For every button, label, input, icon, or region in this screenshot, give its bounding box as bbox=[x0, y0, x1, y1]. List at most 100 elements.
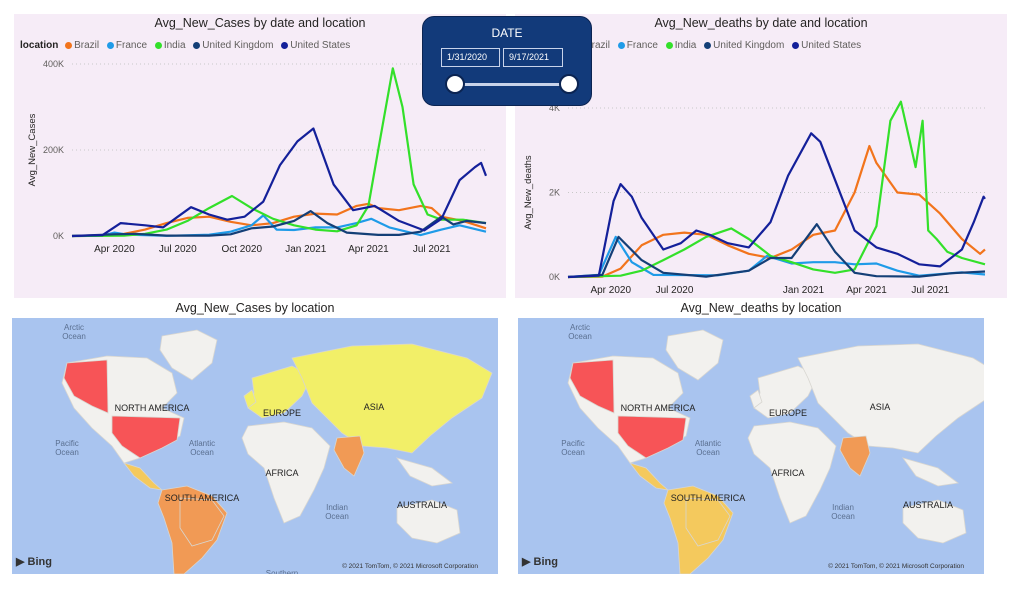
land-asia bbox=[797, 343, 984, 454]
map-label-north-america: NORTH AMERICA bbox=[115, 403, 190, 413]
y-tick-label: 400K bbox=[43, 59, 64, 69]
end-date-input[interactable]: 9/17/2021 bbox=[503, 48, 563, 67]
y-axis-label: Avg_New_Cases bbox=[27, 113, 38, 186]
map-label-indian: Indian Ocean bbox=[325, 503, 349, 521]
land-seAsia bbox=[901, 457, 960, 487]
cases-map-visual[interactable]: Avg_New_Cases by location Arctic Ocean Pac… bbox=[12, 298, 498, 576]
slicer-end-handle[interactable] bbox=[559, 74, 579, 94]
legend-item-label: India bbox=[674, 40, 697, 51]
deaths-line-chart[interactable]: Avg_New_deaths by date and location Braz… bbox=[515, 14, 1007, 298]
map-label-africa: AFRICA bbox=[265, 468, 298, 478]
legend-item-label: France bbox=[115, 40, 148, 51]
start-date-input[interactable]: 1/31/2020 bbox=[441, 48, 500, 67]
series-line-india[interactable] bbox=[567, 100, 986, 279]
x-tick-label: Apr 2020 bbox=[590, 285, 631, 296]
map-label-north-america: NORTH AMERICA bbox=[621, 403, 696, 413]
bing-logo: ▶ Bing bbox=[522, 555, 558, 568]
legend-item-united-states[interactable]: United States bbox=[792, 40, 861, 51]
map-label-atlantic: Atlantic Ocean bbox=[189, 439, 215, 457]
series-line-united-states[interactable] bbox=[567, 132, 986, 279]
bing-icon: ▶ bbox=[522, 556, 531, 568]
y-tick-label: 0K bbox=[549, 272, 560, 282]
map-label-indian: Indian Ocean bbox=[831, 503, 855, 521]
legend-item-india[interactable]: India bbox=[665, 40, 697, 51]
y-tick-label: 4K bbox=[549, 103, 560, 113]
land-india[interactable] bbox=[333, 435, 365, 477]
land-greenland bbox=[159, 329, 218, 381]
legend-item-label: United States bbox=[290, 40, 351, 51]
map-label-arctic: Arctic Ocean bbox=[568, 323, 592, 341]
land-uk[interactable] bbox=[243, 389, 257, 409]
cases-map-title: Avg_New_Cases by location bbox=[175, 301, 335, 315]
legend-item-label: Brazil bbox=[74, 40, 100, 51]
region-brazil[interactable] bbox=[179, 497, 225, 547]
deaths-plot: 0K 2K 4K Apr 2020 Jul 2020 Jan 2021 Apr 2021 Ju… bbox=[523, 100, 986, 296]
land-asia[interactable] bbox=[291, 343, 493, 454]
y-tick-label: 0K bbox=[53, 231, 64, 241]
x-tick-label: Jan 2021 bbox=[285, 244, 327, 255]
legend-dot bbox=[193, 41, 201, 49]
legend-item-brazil[interactable]: Brazil bbox=[65, 40, 99, 51]
legend-item-label: United States bbox=[801, 40, 862, 51]
legend-item-france[interactable]: France bbox=[106, 40, 148, 51]
land-seAsia bbox=[395, 457, 454, 487]
bing-label: Bing bbox=[533, 556, 558, 568]
map-label-southern: SouthernOcean bbox=[266, 569, 298, 574]
legend-item-united-kingdom[interactable]: United Kingdom bbox=[193, 40, 273, 51]
map-label-pacific: Pacific Ocean bbox=[561, 439, 585, 457]
series-line-india[interactable] bbox=[71, 67, 487, 238]
legend-item-brazil[interactable]: Brazil bbox=[590, 40, 610, 51]
region-alaska[interactable] bbox=[63, 359, 109, 414]
map-label-arctic: Arctic Ocean bbox=[62, 323, 86, 341]
map-label-asia: ASIA bbox=[364, 402, 385, 412]
y-tick-label: 2K bbox=[549, 188, 560, 198]
x-tick-label: Jul 2020 bbox=[159, 244, 197, 255]
map-label-europe: EUROPE bbox=[263, 408, 301, 418]
y-axis-label: Avg_New_deaths bbox=[523, 155, 534, 230]
land-africa bbox=[241, 421, 331, 524]
series-line-france[interactable] bbox=[567, 235, 986, 279]
deaths-map[interactable]: Arctic Ocean Pacific Ocean Atlantic Ocean Indi… bbox=[518, 318, 984, 574]
deaths-legend: Brazil France India United Kingdom Unite… bbox=[590, 40, 866, 51]
legend-item-label: Brazil bbox=[590, 40, 610, 51]
map-label-africa: AFRICA bbox=[771, 468, 804, 478]
region-alaska[interactable] bbox=[569, 359, 615, 414]
map-label-australia: AUSTRALIA bbox=[397, 500, 447, 510]
deaths-map-title: Avg_New_deaths by location bbox=[680, 301, 842, 315]
map-label-europe: EUROPE bbox=[769, 408, 807, 418]
cases-chart-title: Avg_New_Cases by date and location bbox=[154, 16, 366, 30]
map-copyright: © 2021 TomTom, © 2021 Microsoft Corporat… bbox=[828, 563, 964, 570]
legend-item-united-kingdom[interactable]: United Kingdom bbox=[704, 40, 784, 51]
bing-icon: ▶ bbox=[16, 556, 25, 568]
land-india[interactable] bbox=[839, 435, 871, 477]
legend-dot bbox=[617, 41, 625, 49]
legend-dot bbox=[665, 41, 673, 49]
land-centralAmerica[interactable] bbox=[628, 462, 670, 491]
y-tick-label: 200K bbox=[43, 145, 64, 155]
date-slicer[interactable]: DATE 1/31/2020 9/17/2021 bbox=[422, 16, 592, 106]
map-label-atlantic: Atlantic Ocean bbox=[695, 439, 721, 457]
legend-item-india[interactable]: India bbox=[154, 40, 186, 51]
legend-dot bbox=[704, 41, 712, 49]
map-label-south-america: SOUTH AMERICA bbox=[671, 493, 746, 503]
legend-item-france[interactable]: France bbox=[617, 40, 658, 51]
series-line-united-kingdom[interactable] bbox=[567, 223, 986, 279]
legend-item-label: United Kingdom bbox=[202, 40, 274, 51]
series-line-united-states[interactable] bbox=[71, 127, 488, 238]
slicer-start-handle[interactable] bbox=[445, 74, 465, 94]
map-copyright: © 2021 TomTom, © 2021 Microsoft Corporat… bbox=[342, 563, 478, 570]
legend-item-united-states[interactable]: United States bbox=[281, 40, 350, 51]
legend-item-label: United Kingdom bbox=[713, 40, 785, 51]
region-brazil[interactable] bbox=[685, 497, 731, 547]
legend-dot bbox=[792, 41, 800, 49]
legend-item-label: India bbox=[163, 40, 186, 51]
land-centralAmerica[interactable] bbox=[122, 462, 164, 491]
x-tick-label: Oct 2020 bbox=[221, 244, 262, 255]
legend-dot bbox=[65, 41, 73, 49]
region-united-states[interactable] bbox=[617, 415, 687, 459]
x-tick-label: Apr 2021 bbox=[846, 285, 887, 296]
slicer-track[interactable] bbox=[455, 83, 569, 86]
cases-map[interactable]: Arctic Ocean Pacific Ocean Atlantic Ocean Indi… bbox=[12, 318, 498, 574]
region-united-states[interactable] bbox=[111, 415, 181, 459]
deaths-map-visual[interactable]: Avg_New_deaths by location Arctic Ocean Pa… bbox=[518, 298, 1004, 576]
